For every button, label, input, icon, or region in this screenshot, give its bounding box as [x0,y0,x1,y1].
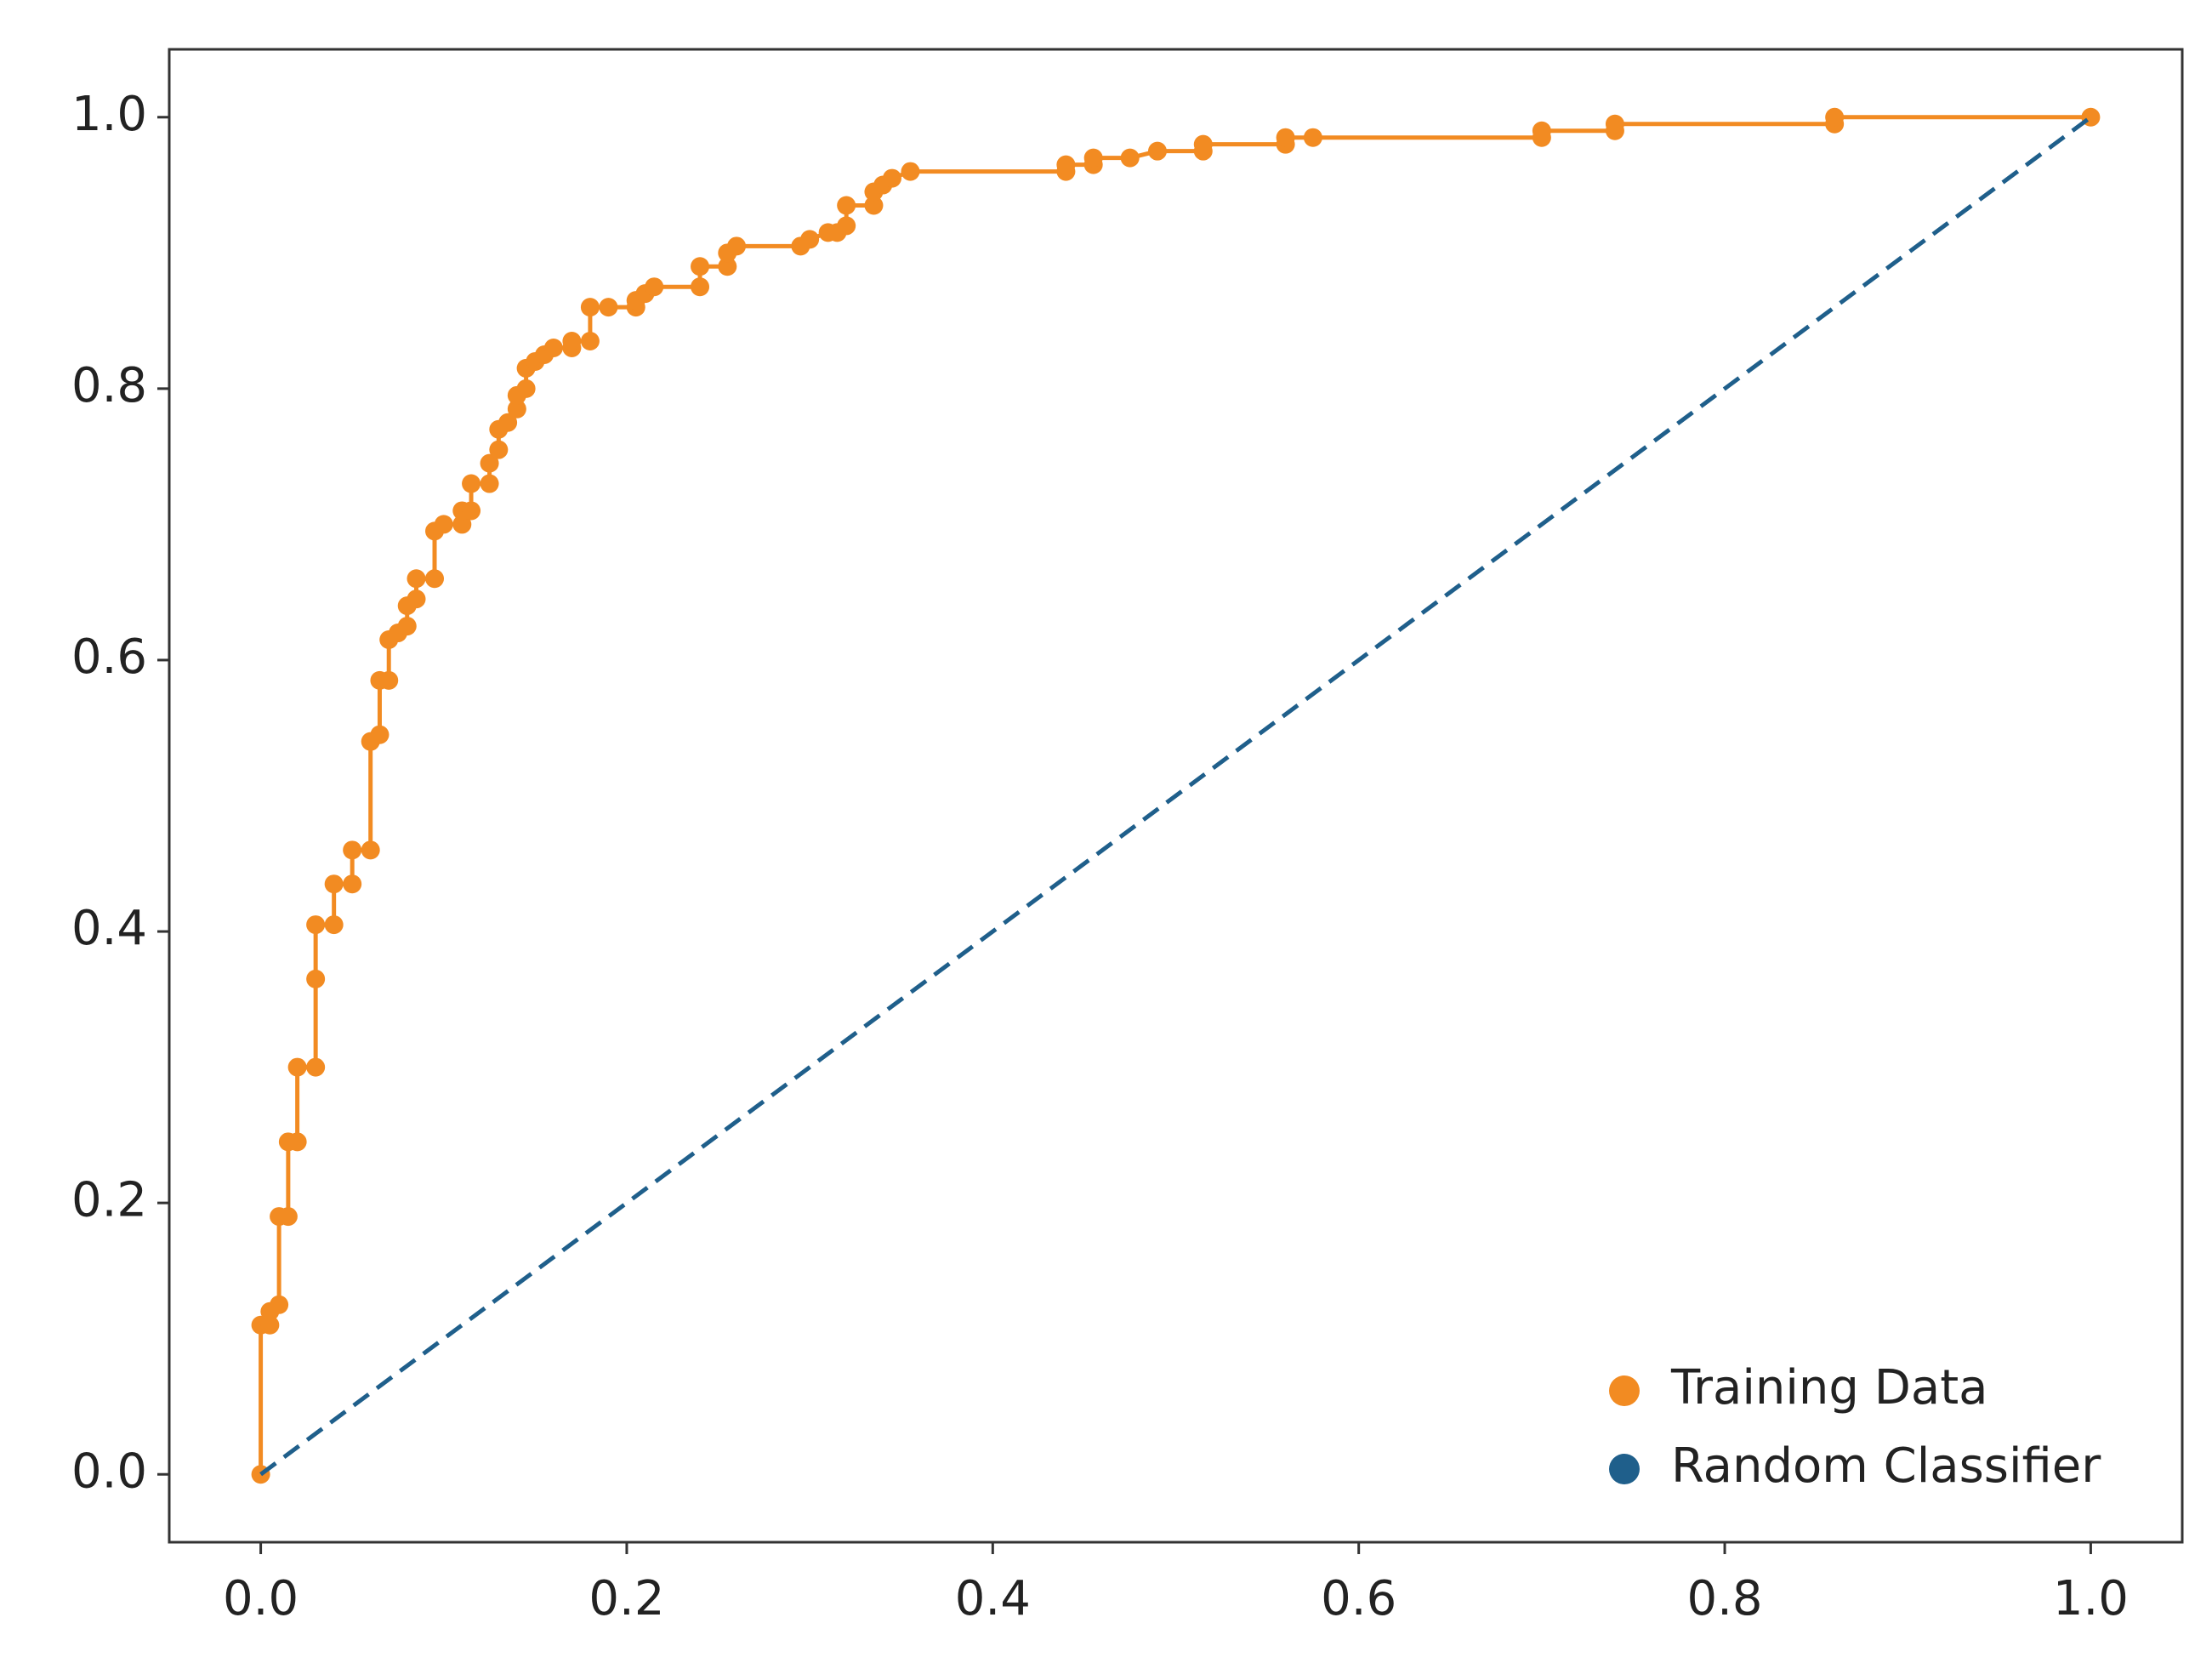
marker [691,277,710,297]
marker [727,236,747,256]
marker [407,569,426,589]
x-tick-label: 0.8 [1687,1571,1763,1626]
y-tick-label: 0.6 [71,629,147,685]
marker [343,874,362,894]
x-tick-label: 0.6 [1321,1571,1396,1626]
marker [1303,128,1322,147]
marker [882,168,901,188]
marker [1120,148,1140,168]
marker [599,298,618,317]
legend-marker [1609,1375,1640,1406]
y-tick-label: 0.2 [71,1172,147,1227]
marker [287,1057,307,1077]
marker [1276,128,1295,147]
marker [543,339,563,357]
marker [462,501,481,521]
marker [489,440,509,459]
marker [480,453,499,473]
marker [507,399,526,419]
marker [434,515,453,534]
marker [1605,114,1624,134]
legend-label: Training Data [1670,1360,1987,1415]
marker [306,915,326,935]
marker [407,589,426,609]
x-tick-label: 0.4 [955,1571,1031,1626]
marker [645,277,664,297]
marker [1825,107,1845,127]
marker [580,332,600,351]
plot-frame [168,48,2184,1544]
marker [270,1295,289,1314]
marker [379,670,399,690]
marker [287,1132,307,1152]
marker [1056,155,1076,174]
marker [800,230,820,249]
legend-marker [1609,1454,1640,1484]
marker [306,969,326,988]
marker [691,257,710,276]
marker [452,515,472,534]
marker [278,1207,298,1227]
x-tick-label: 0.0 [223,1571,299,1626]
marker [397,617,417,636]
y-tick-label: 0.4 [71,901,147,956]
marker [1193,134,1213,154]
marker [324,874,344,894]
marker [425,569,445,589]
marker [306,1057,326,1077]
marker [480,474,499,493]
marker [370,725,390,744]
y-tick-label: 1.0 [71,87,147,142]
marker [498,413,518,432]
marker [1532,121,1551,140]
marker [1147,141,1167,161]
marker [361,840,380,860]
x-tick-label: 1.0 [2053,1571,2129,1626]
marker [562,332,582,351]
x-tick-label: 0.2 [589,1571,664,1626]
marker [1083,148,1103,168]
series-line [259,115,2092,1477]
marker [324,915,344,935]
marker [516,379,536,398]
marker [718,257,737,276]
marker [260,1315,280,1335]
y-tick-label: 0.0 [71,1444,147,1499]
marker [837,196,856,215]
marker [837,216,856,236]
legend-label: Random Classifier [1671,1438,2101,1494]
y-tick-label: 0.8 [71,358,147,413]
marker [864,196,884,215]
marker [462,474,481,493]
marker [901,162,920,181]
marker [580,298,600,317]
marker [343,840,362,860]
